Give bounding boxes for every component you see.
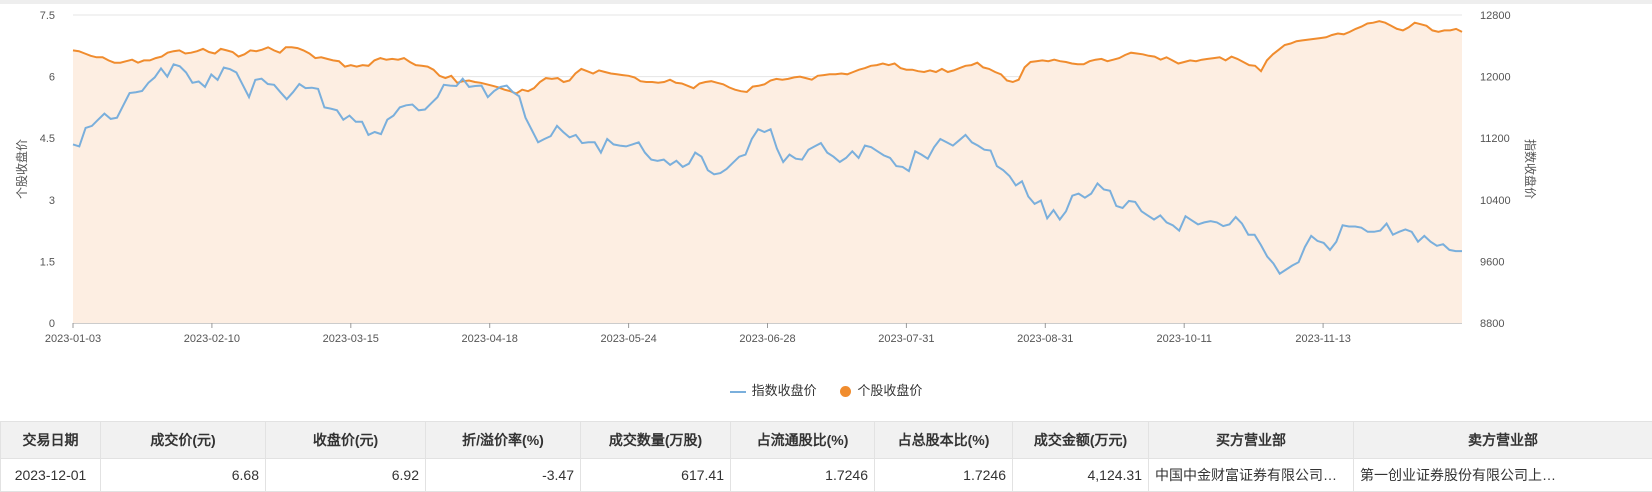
header-premium-rate[interactable]: 折/溢价率(%)	[426, 422, 581, 459]
y-right-tick-label: 12800	[1480, 10, 1511, 22]
y-left-tick-label: 0	[49, 318, 55, 330]
x-tick-label: 2023-02-10	[184, 333, 240, 345]
y-left-tick-label: 7.5	[40, 10, 55, 22]
x-tick-label: 2023-07-31	[878, 333, 934, 345]
cell-total-ratio: 1.7246	[875, 459, 1013, 492]
y-left-tick-label: 3	[49, 195, 55, 207]
cell-seller[interactable]: 第一创业证券股份有限公司上…	[1354, 459, 1652, 492]
line-chart: 0 1.5 3 4.5 6 7.5 8800 9600 10400 11200 12000 12800…	[0, 0, 1652, 360]
y-left-axis-title: 个股收盘价	[14, 139, 29, 199]
x-tick-label: 2023-08-31	[1017, 333, 1073, 345]
header-trade-date[interactable]: 交易日期	[1, 422, 101, 459]
legend-item-stock[interactable]: 个股收盘价	[840, 380, 922, 399]
header-close-price[interactable]: 收盘价(元)	[266, 422, 426, 459]
chart-legend: 指数收盘价 个股收盘价	[0, 380, 1652, 399]
header-trade-price[interactable]: 成交价(元)	[101, 422, 266, 459]
x-tick-label: 2023-03-15	[323, 333, 379, 345]
header-float-ratio[interactable]: 占流通股比(%)	[731, 422, 875, 459]
x-tick-label: 2023-04-18	[462, 333, 518, 345]
legend-label-stock: 个股收盘价	[857, 383, 922, 398]
legend-label-index: 指数收盘价	[752, 383, 817, 398]
header-total-ratio[interactable]: 占总股本比(%)	[875, 422, 1013, 459]
block-trade-table: 交易日期 成交价(元) 收盘价(元) 折/溢价率(%) 成交数量(万股) 占流通…	[0, 421, 1652, 492]
y-left-tick-label: 6	[49, 72, 55, 84]
cell-amount: 4,124.31	[1013, 459, 1149, 492]
cell-trade-price: 6.68	[101, 459, 266, 492]
x-tick-label: 2023-11-13	[1295, 333, 1350, 345]
table-header-row: 交易日期 成交价(元) 收盘价(元) 折/溢价率(%) 成交数量(万股) 占流通…	[1, 422, 1652, 459]
cell-trade-date: 2023-12-01	[1, 459, 101, 492]
cell-close-price: 6.92	[266, 459, 426, 492]
table-row[interactable]: 2023-12-01 6.68 6.92 -3.47 617.41 1.7246…	[1, 459, 1652, 492]
x-tick-label: 2023-10-11	[1156, 333, 1211, 345]
legend-item-index[interactable]: 指数收盘价	[730, 380, 817, 399]
header-seller[interactable]: 卖方营业部	[1354, 422, 1652, 459]
cell-float-ratio: 1.7246	[731, 459, 875, 492]
header-volume[interactable]: 成交数量(万股)	[581, 422, 731, 459]
y-right-tick-label: 11200	[1480, 133, 1510, 145]
y-right-tick-label: 8800	[1480, 318, 1504, 330]
header-buyer[interactable]: 买方营业部	[1149, 422, 1354, 459]
cell-premium-rate: -3.47	[426, 459, 581, 492]
x-tick-label: 2023-05-24	[600, 333, 656, 345]
legend-line-icon	[730, 391, 746, 393]
cell-buyer[interactable]: 中国中金财富证券有限公司阳…	[1149, 459, 1354, 492]
y-right-axis-title: 指数收盘价	[1523, 139, 1538, 199]
y-left-tick-label: 4.5	[40, 133, 55, 145]
y-left-tick-label: 1.5	[40, 256, 55, 268]
x-tick-label: 2023-01-03	[45, 333, 101, 345]
y-right-tick-label: 9600	[1480, 256, 1504, 268]
legend-dot-icon	[840, 386, 851, 397]
y-right-tick-label: 12000	[1480, 72, 1511, 84]
cell-volume: 617.41	[581, 459, 731, 492]
y-right-tick-label: 10400	[1480, 195, 1511, 207]
x-tick-label: 2023-06-28	[739, 333, 795, 345]
header-amount[interactable]: 成交金额(万元)	[1013, 422, 1149, 459]
